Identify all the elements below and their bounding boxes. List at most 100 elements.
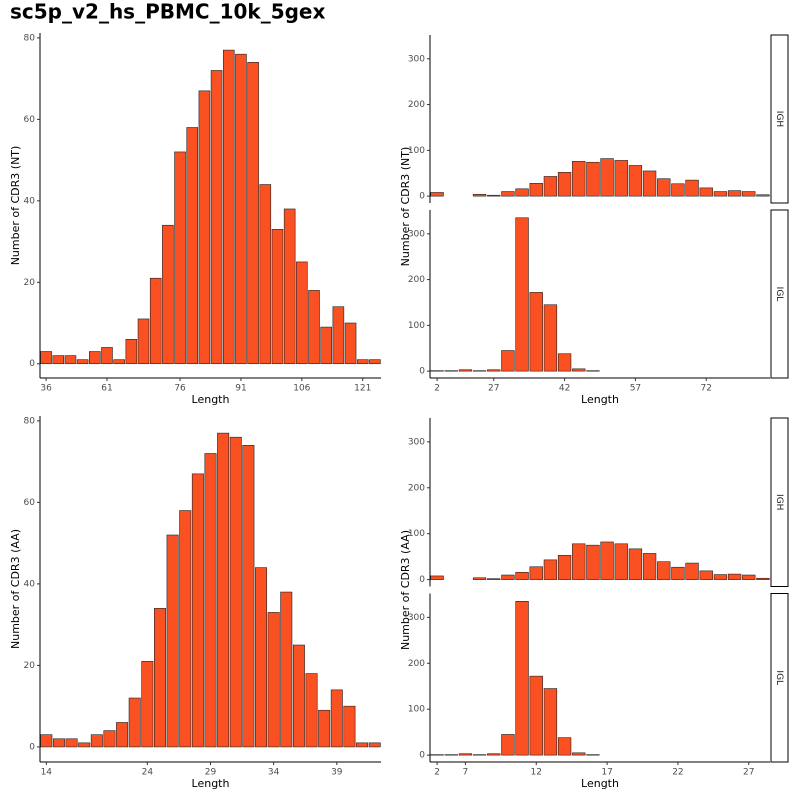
bar — [40, 351, 52, 365]
facet-label: IGL — [774, 287, 784, 302]
bar — [198, 90, 211, 365]
bar — [458, 369, 473, 372]
x-tick-label: 2 — [434, 768, 440, 778]
bar — [557, 353, 572, 372]
bar — [586, 544, 600, 580]
bar — [557, 554, 572, 580]
bar — [487, 753, 501, 756]
bar — [657, 561, 671, 580]
bar — [280, 591, 293, 748]
bar — [487, 369, 501, 372]
bar — [642, 170, 657, 197]
x-tick-label: 76 — [174, 384, 186, 394]
bar — [628, 548, 643, 580]
x-tick-label: 42 — [559, 384, 570, 394]
bar — [430, 370, 444, 372]
facet-strip — [770, 593, 789, 763]
x-axis-label: Length — [192, 393, 230, 406]
bar — [271, 229, 284, 365]
y-axis-label: Number of CDR3 (NT) — [399, 147, 412, 267]
bar — [179, 510, 192, 748]
bar — [501, 574, 515, 580]
bar — [699, 570, 713, 580]
bar — [727, 190, 742, 197]
bar — [344, 322, 357, 365]
bar — [52, 738, 65, 748]
bar — [472, 370, 487, 372]
bar — [153, 608, 166, 748]
x-tick-label: 72 — [701, 384, 712, 394]
bar — [137, 318, 150, 365]
bar — [600, 158, 614, 197]
bar — [487, 194, 501, 197]
bar — [125, 339, 138, 365]
x-axis-label: Length — [581, 393, 619, 406]
bar — [356, 742, 369, 748]
x-tick-label: 24 — [142, 768, 154, 778]
bar — [78, 742, 91, 748]
bar — [501, 734, 515, 756]
bar — [614, 543, 628, 580]
bar — [472, 194, 487, 197]
bar — [52, 355, 65, 365]
x-tick-label: 106 — [293, 384, 310, 394]
facet-label: IGH — [774, 111, 784, 127]
bar — [543, 304, 558, 372]
bar — [543, 559, 558, 580]
y-tick-label: 300 — [408, 229, 425, 239]
bar — [572, 752, 586, 756]
bar — [742, 574, 756, 580]
bar — [222, 49, 235, 365]
y-tick-label: 300 — [408, 613, 425, 623]
bar — [330, 689, 343, 748]
bar — [259, 184, 272, 365]
bar — [267, 612, 280, 748]
bar — [572, 161, 586, 197]
bar — [727, 573, 742, 580]
x-tick-label: 2 — [434, 384, 440, 394]
x-tick-label: 14 — [41, 768, 53, 778]
x-tick-label: 27 — [743, 768, 754, 778]
y-tick-label: 200 — [408, 100, 425, 110]
bar — [332, 306, 345, 365]
y-tick-label: 80 — [24, 416, 36, 426]
x-tick-label: 61 — [101, 384, 112, 394]
bar — [101, 347, 113, 365]
bar — [543, 176, 558, 197]
x-tick-label: 39 — [331, 768, 343, 778]
bar — [76, 359, 89, 365]
y-tick-label: 80 — [24, 33, 36, 43]
bar — [529, 183, 543, 197]
x-tick-label: 34 — [268, 768, 280, 778]
bar — [671, 566, 685, 580]
x-tick-label: 12 — [531, 768, 542, 778]
y-axis-label: Number of CDR3 (AA) — [399, 530, 412, 650]
y-axis-label: Number of CDR3 (NT) — [9, 146, 22, 266]
bar — [128, 697, 141, 748]
bar — [235, 53, 247, 365]
y-tick-label: 200 — [408, 659, 425, 669]
bar — [756, 194, 770, 197]
y-tick-label: 40 — [24, 196, 36, 206]
bar — [113, 359, 125, 365]
bar — [162, 224, 174, 365]
bar — [487, 578, 501, 580]
y-tick-label: 0 — [29, 742, 35, 752]
bar — [515, 217, 529, 372]
y-tick-label: 100 — [408, 146, 425, 156]
bar — [430, 754, 444, 756]
y-tick-label: 200 — [408, 483, 425, 493]
bar — [305, 673, 318, 748]
x-tick-label: 29 — [205, 768, 217, 778]
y-tick-label: 20 — [24, 661, 36, 671]
bar — [229, 436, 242, 748]
bar — [742, 191, 756, 197]
bar — [90, 734, 103, 748]
x-tick-label: 22 — [672, 768, 683, 778]
bar — [283, 208, 296, 365]
bar — [671, 183, 685, 197]
x-tick-label: 27 — [488, 384, 499, 394]
x-tick-label: 17 — [601, 768, 612, 778]
